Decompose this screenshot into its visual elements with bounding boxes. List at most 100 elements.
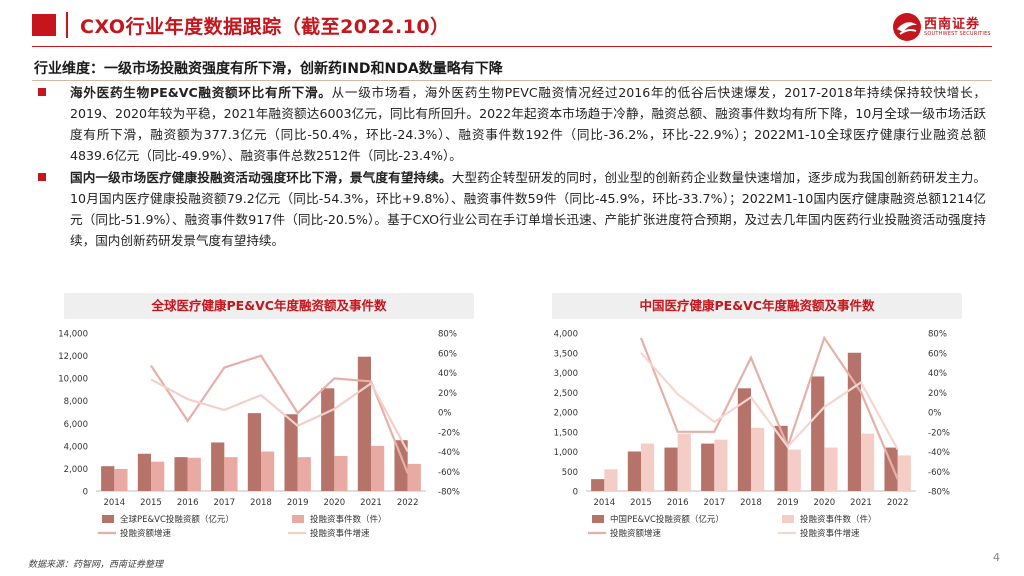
y2-tick-label: -80% bbox=[928, 488, 950, 498]
legend-label: 全球PE&VC投融资额（亿元） bbox=[120, 514, 234, 525]
x-tick-label: 2018 bbox=[740, 498, 762, 508]
y2-tick-label: 60% bbox=[438, 349, 457, 359]
x-tick-label: 2019 bbox=[777, 498, 799, 508]
y-tick-label: 500 bbox=[562, 468, 578, 478]
data-source: 数据来源：药智网，西南证券整理 bbox=[28, 560, 164, 570]
x-tick-label: 2016 bbox=[667, 498, 689, 508]
y2-tick-label: -40% bbox=[928, 448, 950, 458]
y2-tick-label: 0% bbox=[928, 409, 942, 419]
y-tick-label: 6,000 bbox=[64, 420, 88, 430]
y2-tick-label: -20% bbox=[438, 428, 460, 438]
y2-tick-label: -20% bbox=[928, 428, 950, 438]
paragraph-domestic: 国内一级市场医疗健康投融资活动强度环比下滑，景气度有望持续。大型药企转型研发的同… bbox=[38, 167, 987, 251]
y2-tick-label: 60% bbox=[928, 349, 947, 359]
legend-label: 投融资事件数（件） bbox=[800, 514, 877, 525]
bar bbox=[897, 455, 911, 491]
y2-tick-label: 40% bbox=[928, 369, 947, 379]
bar bbox=[224, 457, 238, 491]
x-tick-label: 2022 bbox=[397, 498, 419, 508]
legend-label: 投融资事件数（件） bbox=[310, 514, 387, 525]
header-accent-block bbox=[32, 14, 56, 36]
page-title: CXO行业年度数据跟踪（截至2022.10） bbox=[80, 16, 450, 38]
series-line bbox=[639, 335, 899, 480]
y-tick-label: 12,000 bbox=[58, 352, 88, 362]
paragraph-overseas: 海外医药生物PE&VC融资额环比有所下滑。从一级市场看，海外医药生物PEVC融资… bbox=[38, 82, 986, 166]
bar bbox=[714, 439, 728, 491]
x-tick-label: 2014 bbox=[594, 498, 616, 508]
logo-subtext: SOUTHWEST SECURITIES bbox=[924, 31, 991, 37]
bar bbox=[737, 388, 751, 491]
bar bbox=[664, 447, 678, 491]
bar bbox=[701, 443, 715, 491]
paragraph-text: 大型药企转型研发的同时，创业型的创新药企业数量快速增加，逐步成为我国创新药研发主… bbox=[70, 170, 987, 248]
bar bbox=[861, 433, 875, 491]
y2-tick-label: 0% bbox=[438, 409, 452, 419]
square-bullet-icon bbox=[38, 88, 46, 96]
x-tick-label: 2014 bbox=[104, 498, 126, 508]
y-tick-label: 1,500 bbox=[554, 428, 578, 438]
bar bbox=[247, 413, 261, 491]
header-rule bbox=[32, 46, 992, 47]
x-tick-label: 2021 bbox=[360, 498, 382, 508]
y-tick-label: 0 bbox=[573, 488, 578, 498]
bar bbox=[641, 443, 655, 491]
x-tick-label: 2022 bbox=[887, 498, 909, 508]
bar bbox=[211, 442, 225, 491]
company-logo bbox=[893, 13, 921, 41]
bar bbox=[591, 479, 605, 491]
bar bbox=[321, 388, 335, 491]
bar bbox=[677, 433, 691, 491]
x-tick-label: 2017 bbox=[704, 498, 726, 508]
bar bbox=[811, 376, 825, 491]
bar bbox=[137, 453, 151, 491]
y-tick-label: 3,500 bbox=[554, 349, 578, 359]
bar bbox=[604, 469, 618, 491]
page-number: 4 bbox=[993, 551, 1000, 564]
series-line bbox=[150, 354, 409, 474]
series-line bbox=[150, 378, 409, 453]
x-tick-label: 2021 bbox=[850, 498, 872, 508]
chart-china: 0 500 1,000 1,500 2,000 2,500 3,000 3,500 4,000 -… bbox=[554, 330, 950, 540]
y-tick-label: 2,000 bbox=[554, 409, 578, 419]
y2-tick-label: -80% bbox=[438, 488, 460, 498]
bar bbox=[371, 445, 385, 491]
x-tick-label: 2017 bbox=[214, 498, 236, 508]
section-subtitle: 行业维度：一级市场投融资强度有所下滑，创新药IND和NDA数量略有下降 bbox=[34, 61, 503, 77]
logo-text: 西南证券 bbox=[924, 17, 981, 32]
x-tick-label: 2016 bbox=[177, 498, 199, 508]
bar bbox=[774, 425, 788, 491]
x-tick-label: 2020 bbox=[324, 498, 346, 508]
bar bbox=[151, 461, 165, 491]
y2-tick-label: 80% bbox=[438, 330, 457, 340]
y2-tick-label: 20% bbox=[438, 389, 457, 399]
bar bbox=[174, 457, 188, 491]
bar bbox=[627, 451, 641, 491]
square-bullet-icon bbox=[38, 173, 46, 181]
bar bbox=[334, 456, 348, 491]
bar bbox=[101, 466, 115, 491]
legend-swatch bbox=[102, 515, 114, 523]
y2-tick-label: -40% bbox=[438, 448, 460, 458]
bar bbox=[297, 457, 311, 491]
paragraph-text: 从一级市场看，海外医药生物PEVC融资情况经过2016年的低谷后快速爆发，201… bbox=[70, 85, 986, 163]
bar bbox=[787, 449, 801, 491]
x-tick-label: 2015 bbox=[140, 498, 162, 508]
legend-swatch bbox=[782, 515, 794, 523]
x-tick-label: 2019 bbox=[287, 498, 309, 508]
legend-swatch bbox=[292, 515, 304, 523]
y-tick-label: 1,000 bbox=[554, 448, 578, 458]
y-tick-label: 8,000 bbox=[64, 397, 88, 407]
bar bbox=[357, 356, 371, 491]
subtitle-rule bbox=[32, 80, 992, 81]
bar bbox=[847, 352, 861, 491]
x-tick-label: 2020 bbox=[814, 498, 836, 508]
legend-swatch bbox=[592, 515, 604, 523]
legend-label: 中国PE&VC投融资额（亿元） bbox=[610, 514, 724, 525]
bar bbox=[187, 457, 201, 491]
y-tick-label: 2,000 bbox=[64, 465, 88, 475]
bar bbox=[261, 451, 275, 491]
y-tick-label: 2,500 bbox=[554, 389, 578, 399]
paragraph-lead: 海外医药生物PE&VC融资额环比有所下滑。 bbox=[70, 85, 332, 100]
y2-tick-label: 20% bbox=[928, 389, 947, 399]
bar bbox=[394, 440, 408, 491]
